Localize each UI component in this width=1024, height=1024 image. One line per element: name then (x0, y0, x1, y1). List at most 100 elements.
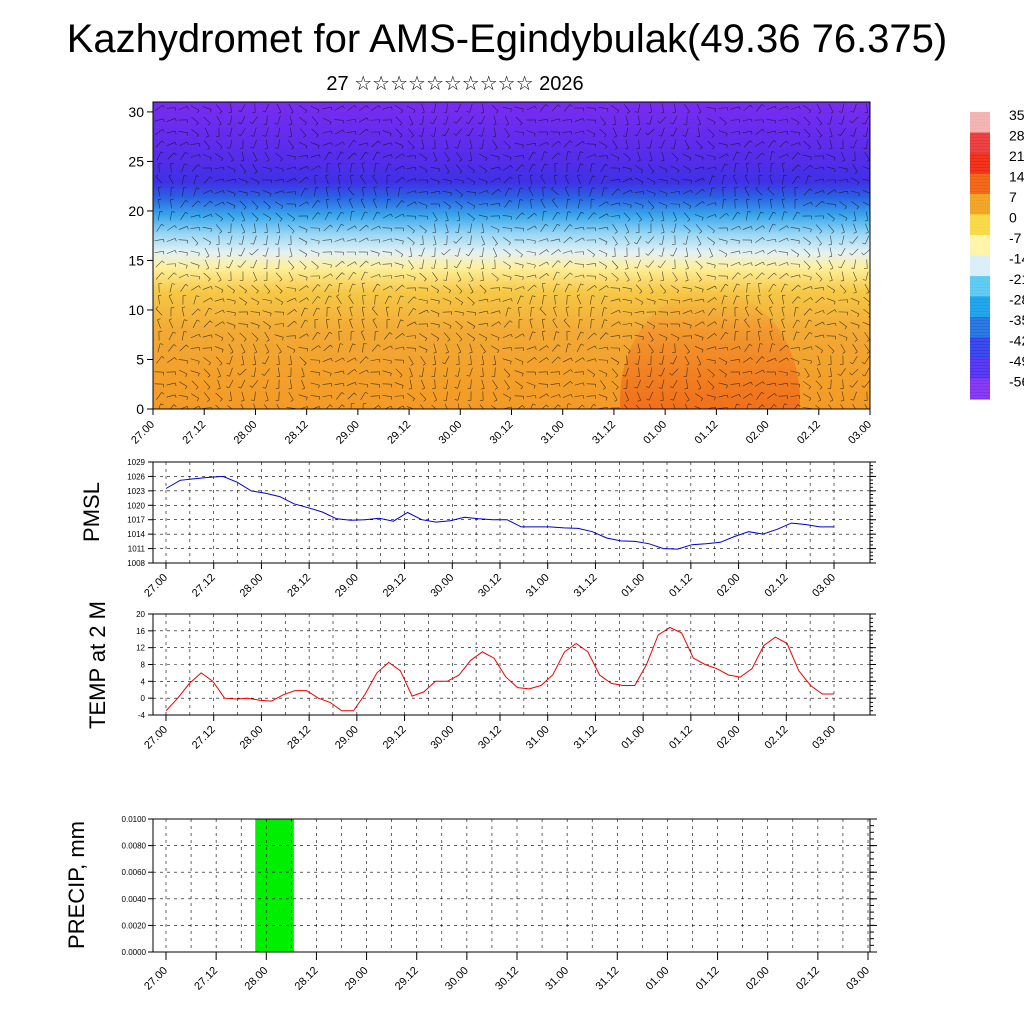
wind-barb-flag (714, 214, 717, 218)
wind-barb (829, 139, 833, 149)
wind-barb (673, 403, 676, 409)
wind-barb (455, 297, 463, 303)
wind-barb (564, 283, 570, 293)
wind-barb (253, 127, 257, 137)
wind-barb (601, 307, 605, 317)
y-tick-label: 20 (136, 610, 145, 619)
wind-barb-flag (534, 346, 537, 350)
wind-barb (600, 116, 606, 124)
wind-barb-flag (262, 387, 266, 389)
wind-barb-flag (458, 279, 462, 282)
wind-barb (551, 249, 559, 255)
wind-barb (706, 117, 716, 123)
y-tick-label: 8 (141, 661, 146, 670)
wind-barb-flag (807, 254, 811, 258)
wind-barb-flag (402, 284, 405, 288)
wind-barb (226, 178, 236, 182)
wind-barb (322, 106, 332, 110)
wind-barb-flag (449, 325, 452, 329)
wind-barb (457, 403, 460, 409)
wind-barb (707, 297, 715, 303)
wind-barb (551, 188, 559, 196)
wind-barb (722, 307, 724, 317)
wind-barb-flag (485, 157, 488, 162)
wind-barb (542, 295, 544, 305)
wind-barb (154, 238, 164, 242)
wind-barb (587, 249, 595, 255)
wind-barb (228, 259, 234, 269)
x-tick-label: 28.00 (232, 419, 260, 447)
wind-barb (565, 211, 569, 221)
wind-barb-flag (559, 238, 561, 243)
wind-barb-flag (823, 167, 825, 171)
y-tick-label: 0 (141, 694, 146, 703)
wind-barb (816, 139, 822, 149)
wind-barb-flag (472, 218, 475, 222)
wind-barb (718, 382, 728, 386)
x-tick-label: 02.00 (744, 419, 772, 447)
wind-barb-flag (186, 106, 189, 110)
wind-barb (192, 405, 200, 409)
wind-barb (683, 224, 691, 232)
wind-barb-flag (714, 397, 716, 401)
wind-barb-flag (238, 243, 243, 245)
wind-barb-flag (738, 394, 741, 398)
wind-barb (734, 163, 736, 173)
wind-barb-flag (219, 363, 223, 366)
wind-barb-flag (481, 243, 485, 246)
wind-barb (166, 394, 176, 398)
wind-barb (409, 367, 413, 377)
wind-barb (802, 346, 812, 350)
wind-barb-flag (757, 318, 761, 320)
wind-barb (457, 139, 461, 149)
wind-barb-flag (173, 152, 177, 156)
wind-barb (586, 263, 596, 265)
wind-barb-flag (226, 374, 230, 377)
wind-barb (586, 358, 596, 362)
wind-barb (396, 405, 404, 409)
wind-barb (661, 367, 665, 377)
wind-barb-flag (520, 254, 523, 258)
wind-barb (481, 379, 485, 389)
wind-barb-flag (736, 403, 740, 406)
colorbar-swatch (970, 276, 990, 297)
y-tick-label: 1023 (127, 487, 145, 496)
wind-barb-flag (197, 164, 201, 167)
wind-barb (202, 106, 212, 110)
wind-barb (598, 141, 608, 147)
wind-barb (638, 115, 640, 125)
wind-barb (514, 131, 524, 133)
wind-barb (719, 116, 727, 124)
wind-barb (240, 247, 246, 257)
wind-barb-flag (174, 118, 177, 122)
wind-barb (358, 117, 368, 123)
wind-barb (370, 395, 380, 397)
wind-barb (767, 188, 775, 196)
wind-barb (479, 284, 487, 292)
wind-barb (851, 116, 859, 124)
wind-barb (406, 335, 416, 337)
wind-barb-flag (472, 326, 476, 330)
x-tick-label: 27.00 (142, 965, 170, 993)
wind-barb (275, 212, 283, 220)
wind-barb-flag (866, 412, 869, 414)
wind-barb-flag (688, 230, 691, 234)
wind-barb (299, 356, 307, 364)
wind-barb-flag (761, 404, 765, 407)
wind-barb-flag (402, 213, 405, 217)
wind-barb (445, 367, 449, 377)
wind-barb (803, 381, 811, 387)
wind-barb (310, 165, 320, 171)
wind-barb (850, 322, 860, 326)
wind-barb-flag (594, 345, 597, 349)
wind-barb-flag (630, 189, 633, 193)
wind-barb (696, 247, 702, 257)
y-tick-label: 0.0020 (122, 921, 147, 930)
x-tick-label: 30.12 (476, 572, 504, 600)
wind-barb (433, 127, 437, 137)
x-tick-label: 01.12 (667, 572, 695, 600)
wind-barb-flag (171, 283, 176, 285)
x-tick-label: 27.12 (192, 965, 220, 993)
x-tick-label: 30.00 (428, 724, 456, 752)
wind-barb-flag (257, 181, 260, 185)
